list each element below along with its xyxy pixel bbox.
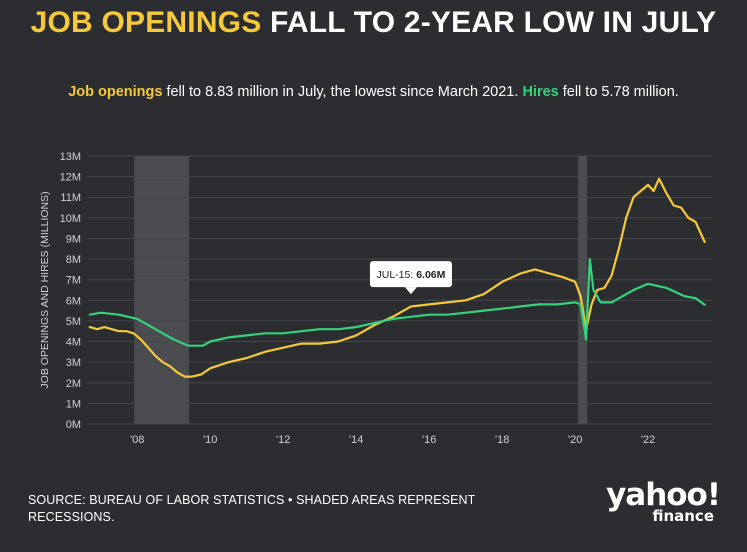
y-tick-label: 6M [66,295,81,307]
y-tick-label: 5M [66,316,81,328]
title-rest: FALL TO 2-YEAR LOW IN JULY [261,6,717,39]
y-tick-label: 10M [60,213,81,225]
y-tick-label: 0M [66,419,81,431]
y-tick-label: 3M [66,357,81,369]
source-note: SOURCE: BUREAU OF LABOR STATISTICS • SHA… [28,493,476,524]
y-tick-label: 1M [66,398,81,410]
openings-series-line [88,177,706,378]
x-tick-label: '22 [641,434,655,446]
recession-band-0 [134,156,190,424]
y-tick-label: 13M [60,151,81,163]
y-tick-label: 2M [66,378,81,390]
x-tick-label: '08 [130,434,144,446]
x-tick-label: '16 [422,434,436,446]
hires-series-line [88,258,706,347]
annotation-date: JUL-15: [377,269,417,281]
annotation-box [369,261,452,288]
annotation-label: JUL-15: 6.06M [377,269,446,281]
x-tick-label: '20 [568,434,582,446]
y-tick-label: 12M [60,172,81,184]
x-tick-label: '14 [349,434,363,446]
subtitle-text-2: fell to 5.78 million. [558,84,679,100]
title-accent: JOB OPENINGS [30,6,262,39]
annotation-pointer [404,287,417,295]
y-tick-label: 11M [60,192,81,204]
subtitle-text-1: fell to 8.83 million in July, the lowest… [162,84,523,100]
y-tick-label: 7M [66,275,81,287]
chart-subtitle: Job openings fell to 8.83 million in Jul… [30,83,717,101]
annotation-value: 6.06M [416,269,445,281]
yahoo-finance-logo: yahoo! finance [602,478,732,528]
logo-wordmark: yahoo! [606,477,721,513]
y-tick-label: 4M [66,337,81,349]
subtitle-openings-keyword: Job openings [68,84,163,100]
logo-subbrand: finance [652,507,714,525]
y-axis-label: JOB OPENINGS AND HIRES (MILLIONS) [39,191,51,388]
y-tick-label: 9M [66,233,81,245]
x-tick-label: '10 [203,434,217,446]
x-tick-label: '18 [495,434,509,446]
subtitle-hires-keyword: Hires [522,84,559,100]
chart-title: JOB OPENINGS FALL TO 2-YEAR LOW IN JULY [20,6,727,40]
y-tick-label: 8M [66,254,81,266]
x-tick-label: '12 [276,434,290,446]
recession-band-1 [578,156,588,424]
